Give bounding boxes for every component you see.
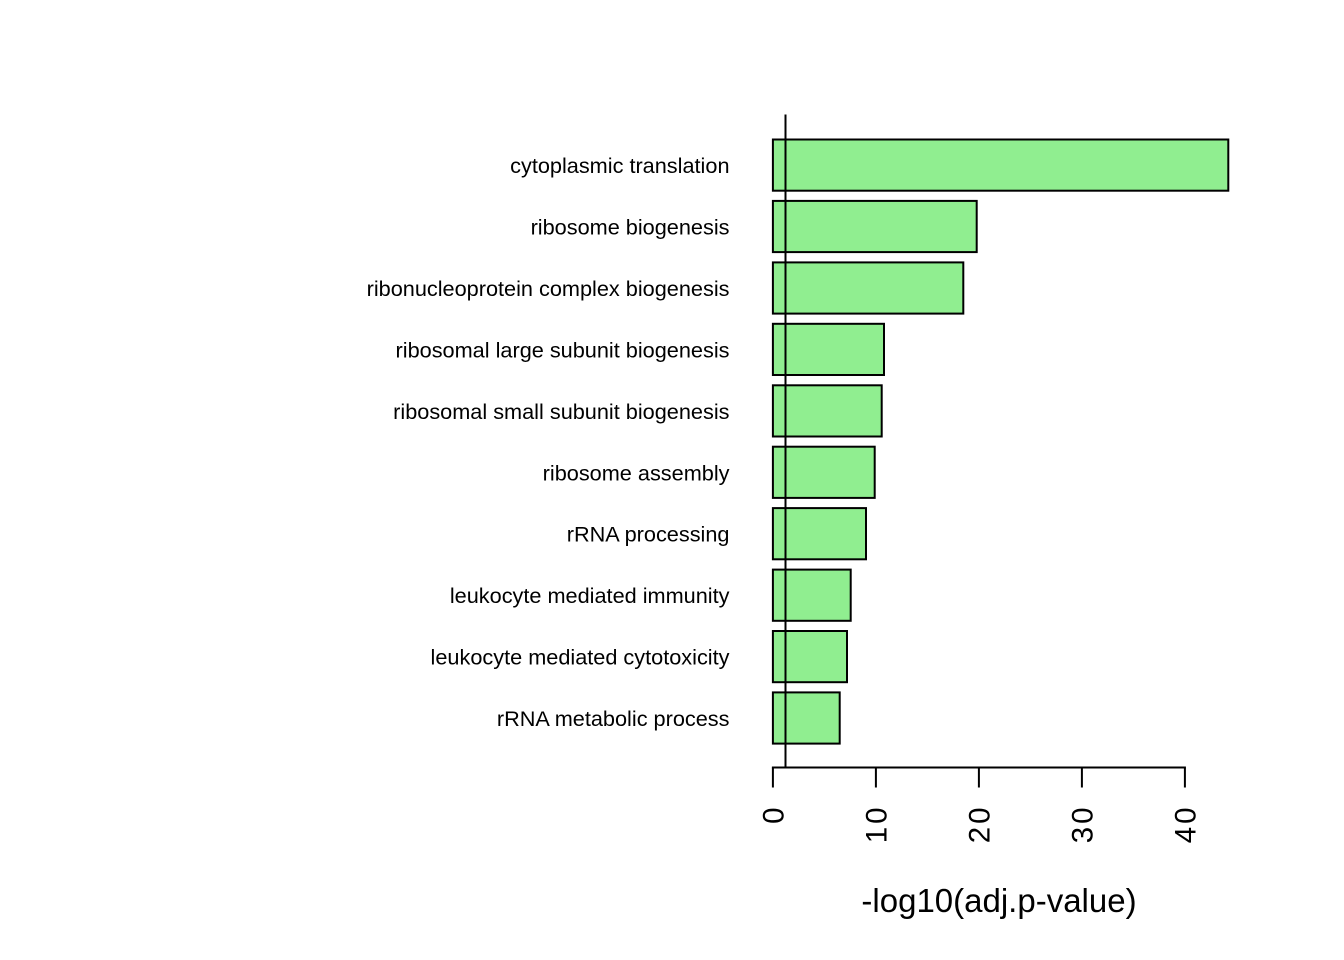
svg-text:-log10(adj.p-value): -log10(adj.p-value): [861, 882, 1136, 919]
svg-text:rRNA metabolic process: rRNA metabolic process: [497, 706, 730, 731]
svg-text:0: 0: [757, 807, 790, 823]
svg-text:cytoplasmic translation: cytoplasmic translation: [510, 153, 729, 178]
svg-text:ribosome biogenesis: ribosome biogenesis: [531, 215, 730, 240]
svg-text:ribosome assembly: ribosome assembly: [543, 460, 730, 485]
svg-text:leukocyte mediated immunity: leukocyte mediated immunity: [450, 583, 730, 608]
svg-text:ribosomal large subunit biogen: ribosomal large subunit biogenesis: [396, 337, 730, 362]
svg-text:ribonucleoprotein complex biog: ribonucleoprotein complex biogenesis: [367, 276, 730, 301]
svg-text:rRNA processing: rRNA processing: [567, 522, 730, 547]
svg-text:ribosomal small subunit biogen: ribosomal small subunit biogenesis: [393, 399, 729, 424]
svg-text:leukocyte mediated cytotoxicit: leukocyte mediated cytotoxicity: [431, 645, 730, 670]
